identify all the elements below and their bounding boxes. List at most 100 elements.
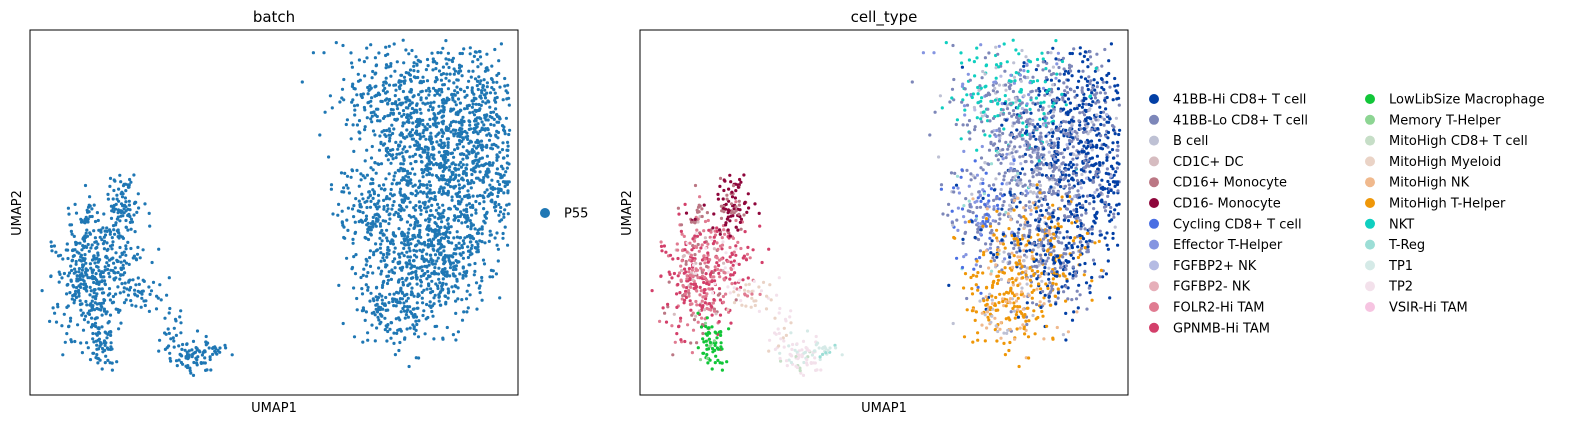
cell-type-point xyxy=(1009,102,1013,106)
cell-type-point xyxy=(965,168,969,172)
batch-point xyxy=(61,257,65,261)
batch-point xyxy=(106,192,110,196)
batch-point xyxy=(114,223,118,227)
batch-point xyxy=(471,194,475,198)
cell-type-point xyxy=(967,119,972,123)
cell-type-point xyxy=(1015,120,1019,124)
batch-point xyxy=(416,224,420,228)
batch-point xyxy=(423,332,427,336)
batch-point xyxy=(384,66,388,70)
batch-point xyxy=(410,101,414,105)
cell-type-point xyxy=(910,80,914,84)
cell-type-point xyxy=(1042,100,1046,104)
cell-type-point xyxy=(968,137,972,141)
batch-point xyxy=(385,239,390,243)
cell-type-point xyxy=(1082,166,1086,170)
cell-type-point xyxy=(1016,231,1020,235)
batch-point xyxy=(90,323,95,327)
cell-type-point xyxy=(1007,144,1011,148)
batch-point xyxy=(452,290,456,294)
cell-type-point xyxy=(1028,248,1032,252)
batch-point xyxy=(208,357,212,362)
cell-type-point xyxy=(971,92,976,96)
cell-type-point xyxy=(1051,119,1056,123)
batch-point xyxy=(384,154,388,158)
cell-type-point xyxy=(1051,211,1055,215)
batch-point xyxy=(82,220,86,224)
cell-type-point xyxy=(978,256,982,260)
batch-point xyxy=(487,194,491,198)
batch-point xyxy=(418,248,422,252)
batch-point xyxy=(401,155,405,159)
batch-point xyxy=(422,259,426,263)
batch-point xyxy=(157,247,161,251)
cell-type-point xyxy=(1093,213,1097,217)
batch-point xyxy=(474,199,478,204)
batch-point xyxy=(69,223,74,227)
batch-point xyxy=(188,369,192,373)
batch-point xyxy=(392,42,396,46)
batch-point xyxy=(495,95,499,100)
batch-point xyxy=(409,178,413,182)
cell-type-point xyxy=(1052,141,1056,145)
batch-point xyxy=(125,287,129,291)
batch-point xyxy=(491,275,495,279)
batch-point xyxy=(441,214,445,218)
batch-point xyxy=(425,195,429,199)
batch-point xyxy=(354,197,358,201)
batch-point xyxy=(427,93,431,97)
cell-type-point xyxy=(1086,144,1090,148)
batch-point xyxy=(111,197,115,201)
batch-point xyxy=(492,123,496,127)
batch-point xyxy=(379,251,383,255)
batch-point xyxy=(388,136,392,140)
cell-type-point xyxy=(1107,213,1111,217)
batch-point xyxy=(78,299,82,303)
cell-type-point xyxy=(982,250,986,254)
cell-type-point xyxy=(1029,90,1033,94)
cell-type-point xyxy=(985,114,989,119)
cell-type-point xyxy=(1073,107,1077,111)
batch-point xyxy=(159,298,163,302)
cell-type-point xyxy=(1009,310,1013,314)
cell-type-point xyxy=(962,215,966,219)
batch-point xyxy=(388,129,392,133)
batch-point xyxy=(468,139,473,143)
batch-point xyxy=(205,368,209,372)
cell-type-point xyxy=(1001,157,1005,161)
batch-point xyxy=(57,280,61,284)
batch-point xyxy=(425,287,429,291)
batch-point xyxy=(390,102,394,106)
batch-point xyxy=(443,294,448,298)
cell-type-point xyxy=(1047,87,1051,92)
cell-type-point xyxy=(1028,241,1032,245)
cell-type-point xyxy=(1050,192,1054,196)
batch-point xyxy=(392,213,396,217)
batch-point xyxy=(399,83,403,87)
cell-type-point xyxy=(1027,59,1031,63)
batch-point xyxy=(406,315,410,319)
batch-point xyxy=(69,264,73,268)
batch-point xyxy=(373,72,377,76)
cell-type-point xyxy=(1022,94,1026,98)
cell-type-point xyxy=(1063,100,1067,104)
batch-point xyxy=(389,192,393,196)
batch-point xyxy=(468,181,473,185)
cell-type-point xyxy=(997,44,1001,48)
cell-type-point xyxy=(1047,162,1051,166)
batch-point xyxy=(394,140,398,144)
batch-point xyxy=(129,180,133,184)
batch-point xyxy=(476,248,480,252)
batch-point xyxy=(488,161,492,165)
batch-point xyxy=(411,121,415,125)
cell-type-point xyxy=(959,51,963,55)
batch-point xyxy=(343,171,347,175)
batch-point xyxy=(488,275,492,279)
batch-point xyxy=(454,311,458,315)
batch-point xyxy=(431,86,436,90)
batch-point xyxy=(390,207,394,211)
batch-point xyxy=(340,96,344,100)
batch-point xyxy=(492,142,496,146)
cell-type-point xyxy=(1085,84,1089,88)
cell-type-point xyxy=(1052,232,1056,236)
